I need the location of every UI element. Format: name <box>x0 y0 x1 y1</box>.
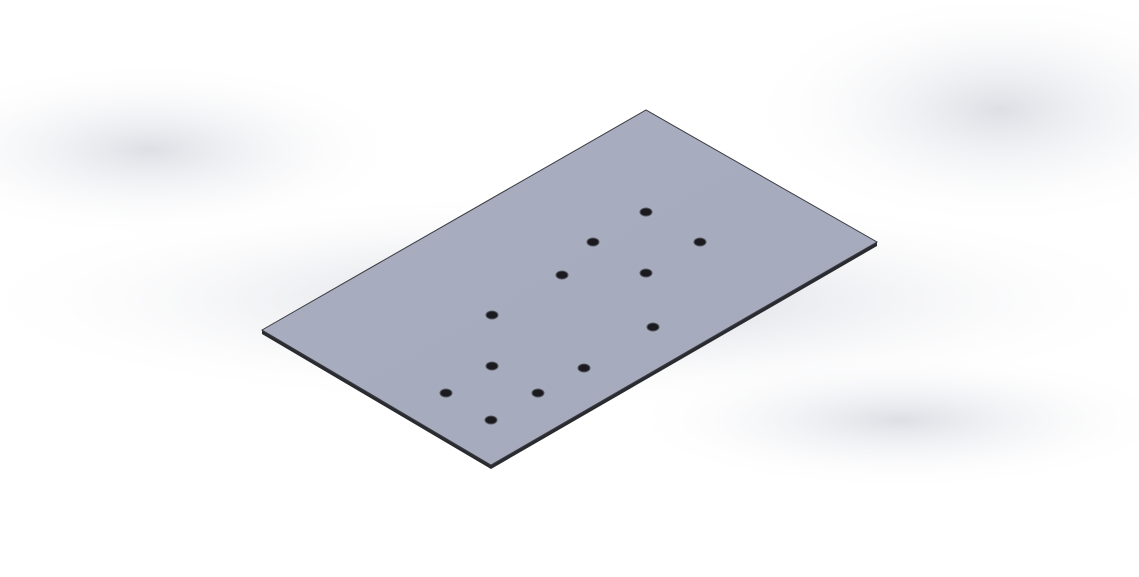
plate <box>261 109 879 466</box>
hole <box>693 237 707 247</box>
plate-edge <box>262 242 877 469</box>
hole <box>484 415 498 425</box>
hole <box>639 207 653 217</box>
hole <box>646 322 660 332</box>
background-shade <box>740 0 1139 230</box>
hole <box>531 388 545 398</box>
background-shade <box>0 60 410 240</box>
hole <box>439 388 453 398</box>
hole <box>586 237 600 247</box>
hole <box>485 310 499 320</box>
hole <box>639 268 653 278</box>
hole <box>555 270 569 280</box>
hole <box>577 363 591 373</box>
background-shade <box>620 350 1139 490</box>
holes <box>439 207 707 425</box>
hole <box>485 361 499 371</box>
